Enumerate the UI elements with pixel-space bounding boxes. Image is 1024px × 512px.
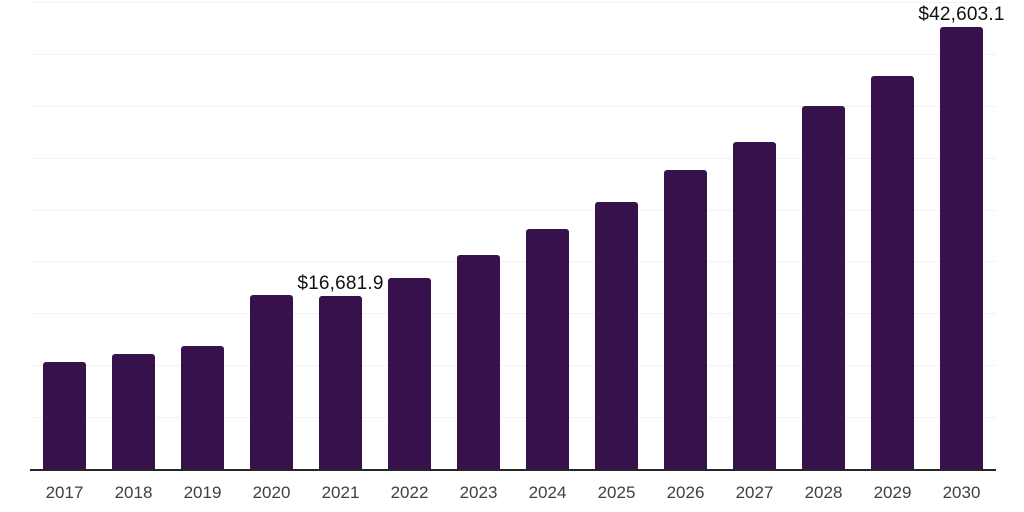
gridline-20000 bbox=[30, 261, 996, 263]
bar-2029 bbox=[871, 76, 914, 469]
x-axis-label-2019: 2019 bbox=[183, 483, 222, 502]
data-label-2021: $16,681.9 bbox=[297, 273, 384, 294]
bar-2018 bbox=[112, 354, 155, 469]
x-axis-label-2020: 2020 bbox=[252, 483, 291, 502]
x-axis-label-2021: 2021 bbox=[321, 483, 360, 502]
bar-2025 bbox=[595, 202, 638, 469]
bar-2019 bbox=[181, 346, 224, 469]
x-axis-label-2018: 2018 bbox=[114, 483, 153, 502]
x-axis-label-2022: 2022 bbox=[390, 483, 429, 502]
gridline-40000 bbox=[30, 53, 996, 55]
gridline-5000 bbox=[30, 417, 996, 419]
bar-2027 bbox=[733, 142, 776, 469]
bar-2017 bbox=[43, 362, 86, 469]
bar-2022 bbox=[388, 278, 431, 469]
x-axis-label-2027: 2027 bbox=[735, 483, 774, 502]
x-axis-label-2026: 2026 bbox=[666, 483, 705, 502]
bar-2030 bbox=[940, 27, 983, 469]
gridline-45000 bbox=[30, 2, 996, 3]
x-axis-label-2025: 2025 bbox=[597, 483, 636, 502]
gridline-15000 bbox=[30, 313, 996, 315]
x-axis-label-2024: 2024 bbox=[528, 483, 567, 502]
x-axis-line bbox=[30, 469, 996, 471]
bar-2026 bbox=[664, 170, 707, 469]
bar-chart: $16,681.9 $42,603.1 2017 2018 2019 2020 2021 2… bbox=[30, 0, 1004, 512]
gridline-35000 bbox=[30, 105, 996, 107]
gridline-10000 bbox=[30, 365, 996, 367]
x-axis-label-2023: 2023 bbox=[459, 483, 498, 502]
bar-2024 bbox=[526, 229, 569, 469]
x-axis-label-2029: 2029 bbox=[873, 483, 912, 502]
data-label-2030: $42,603.1 bbox=[918, 4, 1005, 25]
x-axis-label-2030: 2030 bbox=[942, 483, 981, 502]
bar-2028 bbox=[802, 106, 845, 469]
bar-2020 bbox=[250, 295, 293, 469]
gridline-25000 bbox=[30, 209, 996, 211]
bar-2023 bbox=[457, 255, 500, 469]
x-axis-label-2017: 2017 bbox=[45, 483, 84, 502]
bar-2021 bbox=[319, 296, 362, 469]
gridline-30000 bbox=[30, 157, 996, 159]
x-axis-label-2028: 2028 bbox=[804, 483, 843, 502]
